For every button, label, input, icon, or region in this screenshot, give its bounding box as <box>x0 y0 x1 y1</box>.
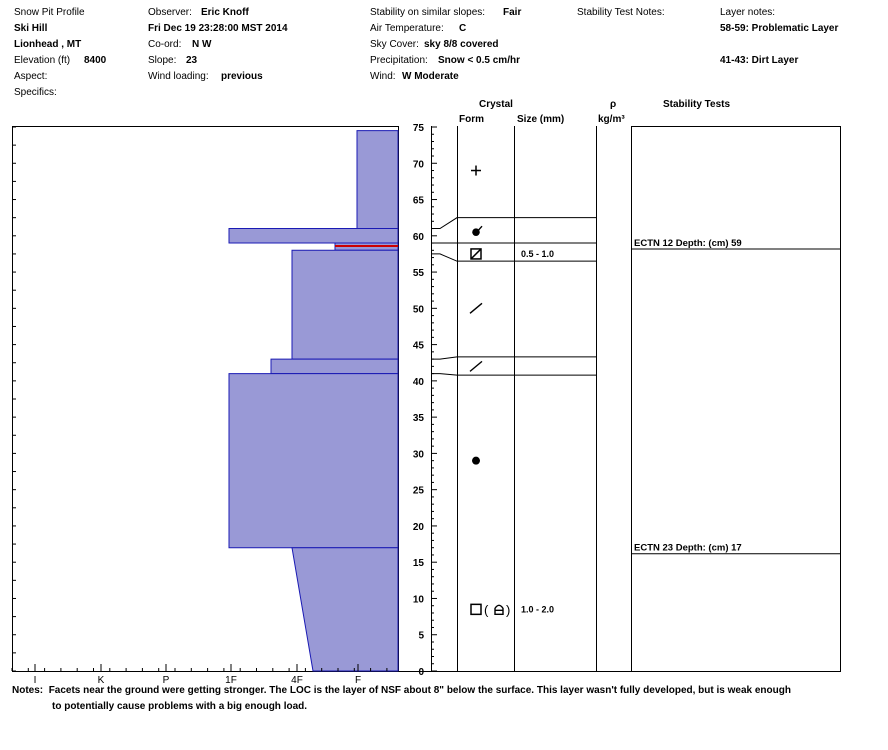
hardness-layer <box>270 358 399 375</box>
depth-label-50: 50 <box>413 304 425 315</box>
hardness-layer <box>356 130 399 230</box>
crystal-size-faceted: 0.5 - 1.0 <box>521 249 554 259</box>
x-axis-label-P: P <box>163 675 170 686</box>
aspect-label: Aspect: <box>14 71 48 82</box>
layer-boundary <box>431 356 596 360</box>
observer-label: Observer: <box>148 7 192 18</box>
facet-box <box>470 248 482 260</box>
stability-value: Fair <box>503 7 522 18</box>
hardness-layer <box>291 547 399 672</box>
stability-label: Stability on similar slopes: <box>370 7 486 18</box>
observation-datetime: Fri Dec 19 23:28:00 MST 2014 <box>148 23 288 34</box>
depth-hoar-paren-right: ) <box>506 602 510 617</box>
wind-value: W Moderate <box>402 71 459 82</box>
notes-line-2: to potentially cause problems with a big… <box>52 701 308 712</box>
precip-label: Precipitation: <box>370 55 428 66</box>
depth-label-35: 35 <box>413 413 425 424</box>
hardness-layer <box>291 249 399 360</box>
elevation-value: 8400 <box>84 55 107 66</box>
wind-loading-value: previous <box>221 71 263 82</box>
size-header: Size (mm) <box>517 114 565 125</box>
crystal-header: Crystal <box>479 99 513 110</box>
crystal-symbol-faceted <box>470 248 482 260</box>
stability-test-label: ECTN 12 Depth: (cm) 59 <box>634 238 742 249</box>
depth-label-15: 15 <box>413 558 425 569</box>
depth-label-5: 5 <box>418 631 424 642</box>
sky-cover-label: Sky Cover: <box>370 39 419 50</box>
layer-boundary <box>431 217 596 230</box>
wind-label: Wind: <box>370 71 396 82</box>
crystal-symbol-dot <box>472 456 480 465</box>
crystal-symbol-depth-hoar: () <box>470 602 510 617</box>
depth-label-55: 55 <box>413 268 425 279</box>
x-axis-label-4F: 4F <box>291 675 303 686</box>
precip-value: Snow < 0.5 cm/hr <box>438 55 520 66</box>
profile-title: Snow Pit Profile <box>14 7 85 18</box>
crystal-size-depth-hoar: 1.0 - 2.0 <box>521 604 554 614</box>
depth-label-25: 25 <box>413 486 425 497</box>
layer-boundary <box>431 373 596 376</box>
coord-value: N W <box>192 39 212 50</box>
notes-block: Notes: Facets near the ground were getti… <box>12 683 791 715</box>
sky-cover-value: sky 8/8 covered <box>424 39 499 50</box>
facet-slash <box>470 248 482 260</box>
depth-hoar-paren-left: ( <box>484 602 489 617</box>
depth-label-60: 60 <box>413 232 425 243</box>
observer-value: Eric Knoff <box>201 7 249 18</box>
crystal-symbol-plus <box>471 165 481 176</box>
density-symbol: ρ <box>610 99 617 110</box>
layer-boundary <box>431 253 596 262</box>
air-temp-value: C <box>459 23 467 34</box>
form-header: Form <box>459 114 484 125</box>
depth-label-20: 20 <box>413 522 425 533</box>
x-axis-label-I: I <box>34 675 37 686</box>
location-name: Ski Hill <box>14 23 48 34</box>
depth-label-70: 70 <box>413 159 425 170</box>
hardness-layer <box>228 228 399 244</box>
notes-label: Notes: <box>12 685 44 696</box>
density-unit: kg/m³ <box>598 114 625 125</box>
rounding-slash <box>473 225 483 236</box>
depth-label-65: 65 <box>413 196 425 207</box>
depth-label-10: 10 <box>413 594 425 605</box>
coord-label: Co-ord: <box>148 39 182 50</box>
depth-hoar-box <box>470 603 482 616</box>
slope-value: 23 <box>186 55 198 66</box>
stability-test-notes-label: Stability Test Notes: <box>577 7 665 18</box>
layer-note-1: 58-59: Problematic Layer <box>720 23 839 34</box>
depth-label-30: 30 <box>413 449 425 460</box>
wind-loading-label: Wind loading: <box>148 71 209 82</box>
stability-tests-header: Stability Tests <box>663 99 731 110</box>
hardness-layer <box>228 373 399 549</box>
crystal-symbol-slash <box>469 360 483 372</box>
elevation-label: Elevation (ft) <box>14 55 71 66</box>
stability-test-label: ECTN 23 Depth: (cm) 17 <box>634 543 742 554</box>
depth-label-0: 0 <box>418 667 424 678</box>
x-axis-label-1F: 1F <box>225 675 237 686</box>
depth-label-75: 75 <box>413 123 425 134</box>
notes-line-1: Facets near the ground were getting stro… <box>48 685 791 696</box>
depth-label-40: 40 <box>413 377 425 388</box>
crystal-symbol-slash <box>469 302 483 314</box>
region-name: Lionhead , MT <box>14 39 82 50</box>
x-axis-label-K: K <box>98 675 105 686</box>
x-axis-label-F: F <box>355 675 361 686</box>
air-temp-label: Air Temperature: <box>370 23 444 34</box>
layer-note-2: 41-43: Dirt Layer <box>720 55 799 66</box>
layer-notes-label: Layer notes: <box>720 7 776 18</box>
crystal-symbol-rounding <box>472 225 483 236</box>
slope-label: Slope: <box>148 55 177 66</box>
depth-label-45: 45 <box>413 341 425 352</box>
depth-hoar-arch <box>494 604 504 616</box>
specifics-label: Specifics: <box>14 87 57 98</box>
